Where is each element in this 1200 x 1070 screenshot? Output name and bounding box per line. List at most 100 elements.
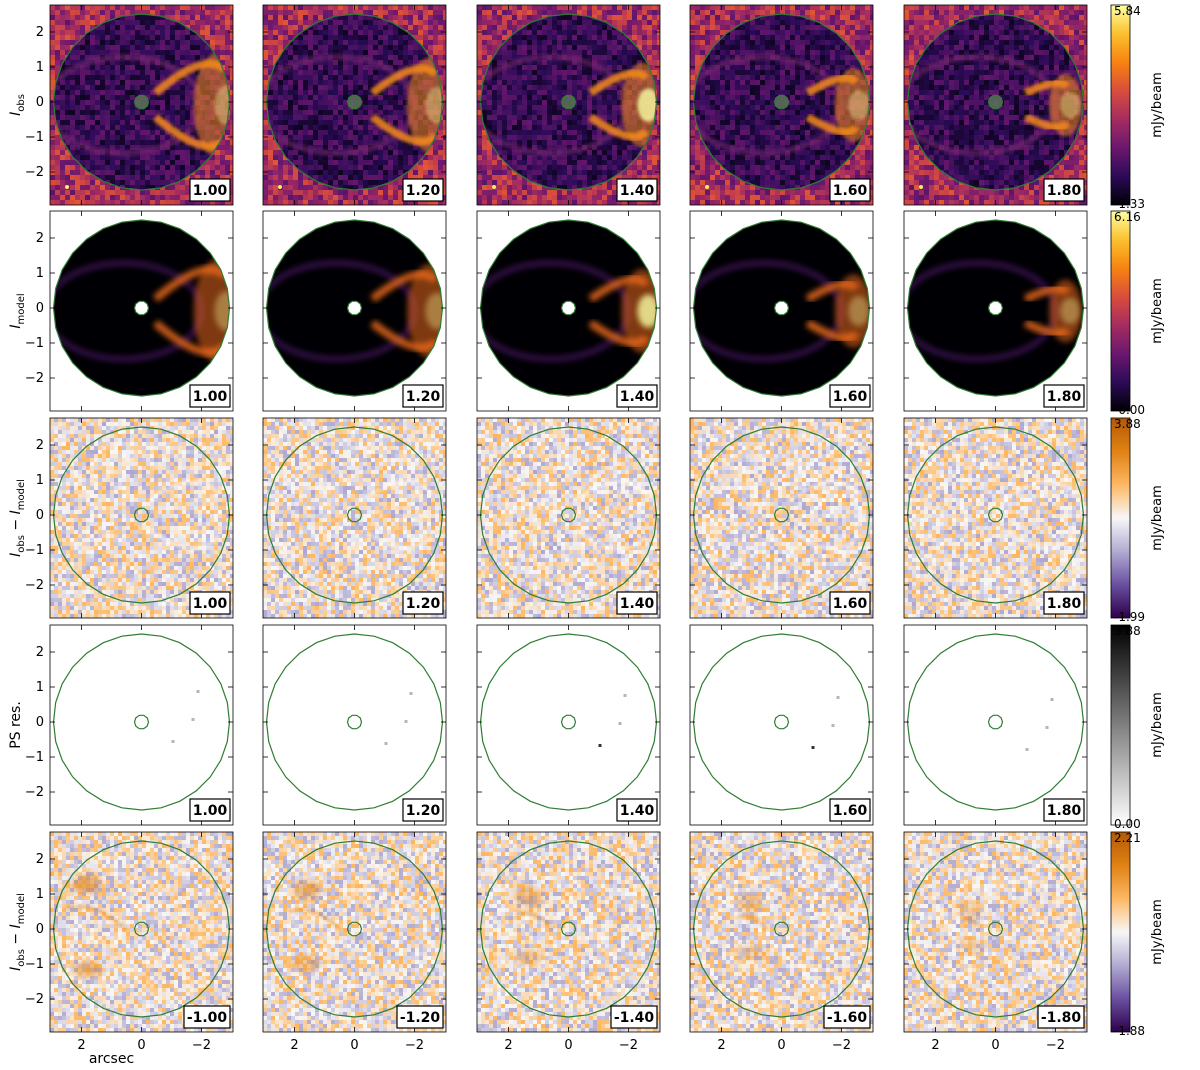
noise-pixel — [225, 175, 231, 181]
noise-pixel — [70, 30, 76, 36]
noise-pixel — [155, 45, 161, 51]
noise-pixel — [273, 160, 279, 166]
noise-pixel — [90, 165, 96, 171]
noise-pixel — [298, 35, 304, 41]
noise-pixel — [225, 45, 231, 51]
noise-pixel — [105, 65, 111, 71]
noise-pixel — [398, 185, 404, 191]
noise-pixel — [210, 170, 216, 176]
noise-pixel — [328, 200, 334, 205]
noise-pixel — [175, 25, 181, 31]
noise-pixel — [195, 35, 201, 41]
noise-pixel — [398, 195, 404, 201]
noise-pixel — [85, 110, 91, 116]
noise-pixel — [65, 50, 71, 56]
noise-pixel — [145, 5, 151, 11]
noise-pixel — [323, 5, 329, 11]
noise-pixel — [180, 195, 186, 201]
noise-pixel — [428, 150, 434, 156]
noise-pixel — [135, 30, 141, 36]
noise-pixel — [383, 20, 389, 26]
noise-pixel — [438, 50, 444, 56]
noise-pixel — [423, 45, 429, 51]
noise-pixel — [95, 130, 101, 136]
noise-pixel — [200, 35, 206, 41]
noise-pixel — [155, 15, 161, 21]
noise-pixel — [140, 65, 146, 71]
noise-pixel — [105, 155, 111, 161]
noise-pixel — [328, 195, 334, 201]
noise-pixel — [75, 25, 81, 31]
noise-pixel — [205, 20, 211, 26]
noise-pixel — [403, 200, 409, 205]
noise-pixel — [263, 145, 269, 151]
noise-pixel — [303, 5, 309, 11]
noise-pixel — [313, 185, 319, 191]
noise-pixel — [55, 170, 61, 176]
noise-pixel — [318, 10, 324, 16]
noise-pixel — [443, 155, 446, 161]
noise-pixel — [95, 45, 101, 51]
noise-pixel — [110, 25, 116, 31]
noise-pixel — [165, 10, 171, 16]
noise-pixel — [50, 125, 56, 131]
noise-pixel — [135, 115, 141, 121]
noise-pixel — [90, 45, 96, 51]
noise-pixel — [140, 70, 146, 76]
noise-pixel — [110, 70, 116, 76]
noise-pixel — [318, 25, 324, 31]
noise-pixel — [155, 185, 161, 190]
noise-pixel — [200, 45, 206, 51]
noise-pixel — [170, 10, 176, 16]
noise-pixel — [230, 140, 233, 146]
noise-pixel — [170, 85, 176, 91]
noise-pixel — [298, 5, 304, 11]
noise-pixel — [160, 65, 166, 71]
noise-pixel — [95, 35, 101, 41]
noise-pixel — [50, 45, 56, 51]
noise-pixel — [95, 180, 101, 186]
noise-pixel — [363, 190, 369, 196]
noise-pixel — [175, 100, 181, 106]
noise-pixel — [205, 170, 211, 176]
noise-pixel — [443, 105, 446, 111]
noise-pixel — [358, 30, 364, 36]
noise-pixel — [403, 5, 409, 11]
noise-pixel — [165, 115, 171, 121]
noise-pixel — [80, 15, 86, 21]
noise-pixel — [308, 190, 314, 196]
noise-pixel — [65, 125, 71, 131]
noise-pixel — [273, 40, 279, 46]
noise-pixel — [428, 165, 434, 171]
noise-pixel — [333, 190, 339, 196]
noise-pixel — [110, 105, 116, 111]
noise-pixel — [443, 55, 446, 61]
noise-pixel — [180, 110, 186, 116]
noise-pixel — [65, 120, 71, 126]
noise-pixel — [75, 165, 81, 171]
noise-pixel — [95, 25, 101, 31]
noise-pixel — [303, 200, 309, 205]
noise-pixel — [160, 195, 166, 201]
noise-pixel — [100, 180, 106, 186]
noise-pixel — [428, 30, 434, 36]
noise-pixel — [145, 105, 151, 111]
noise-pixel — [55, 70, 61, 76]
noise-pixel — [313, 30, 319, 36]
noise-pixel — [60, 160, 66, 166]
noise-pixel — [313, 195, 319, 201]
noise-pixel — [205, 10, 211, 16]
noise-pixel — [190, 85, 196, 91]
noise-pixel — [125, 5, 131, 11]
noise-pixel — [65, 195, 71, 201]
noise-pixel — [145, 90, 151, 96]
noise-pixel — [423, 170, 429, 176]
noise-pixel — [140, 30, 146, 36]
noise-pixel — [413, 15, 419, 21]
noise-pixel — [293, 185, 299, 191]
noise-pixel — [130, 125, 136, 131]
noise-pixel — [80, 5, 86, 11]
noise-pixel — [120, 70, 126, 76]
noise-pixel — [393, 180, 399, 186]
noise-pixel — [438, 140, 444, 146]
